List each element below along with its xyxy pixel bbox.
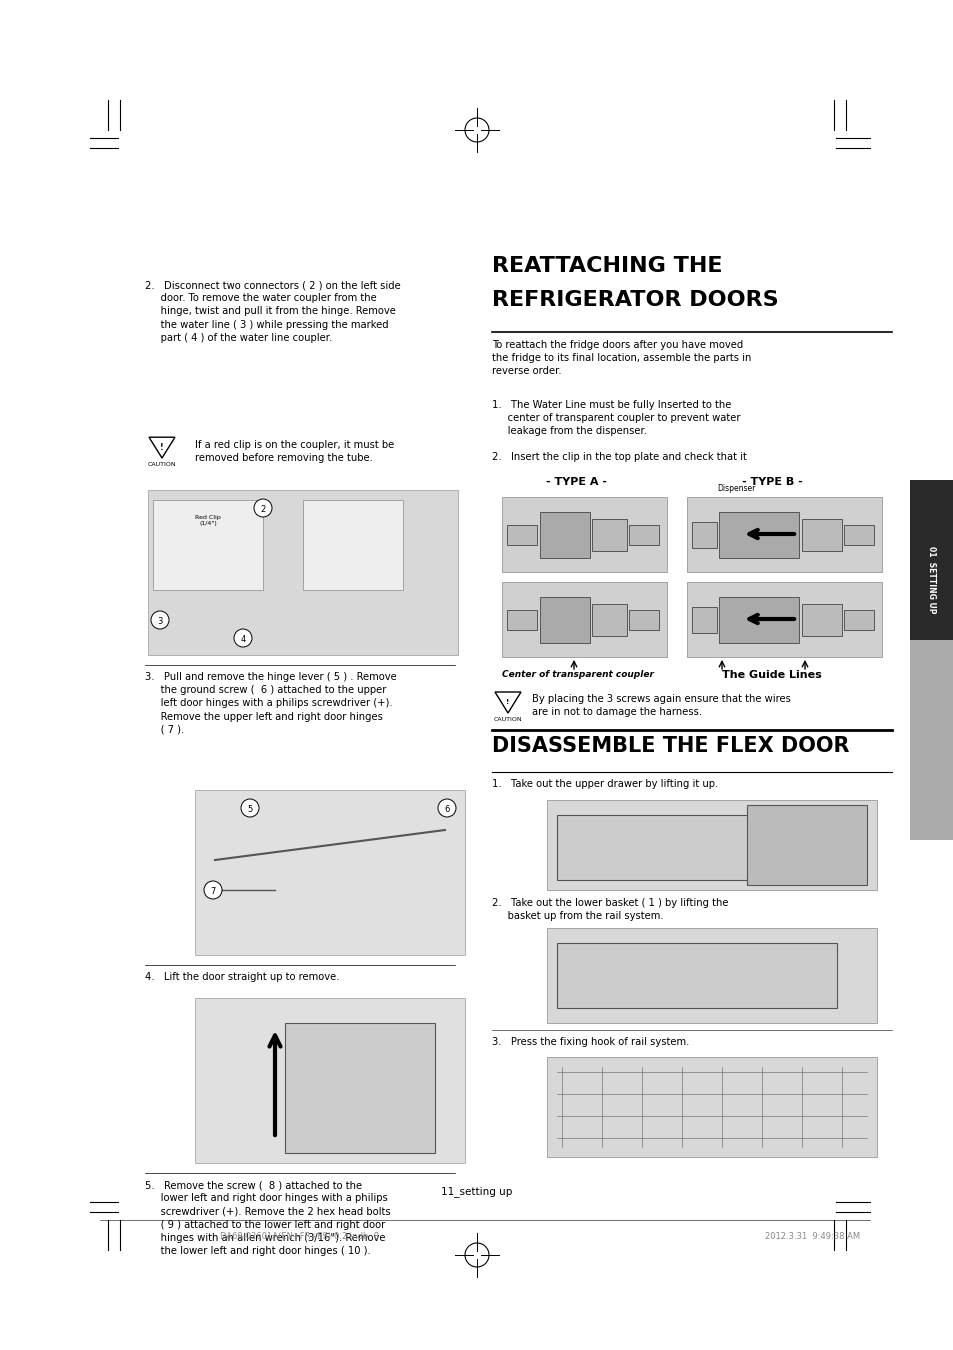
Bar bbox=[909, 640, 953, 840]
Bar bbox=[148, 490, 457, 655]
Text: 6: 6 bbox=[444, 805, 449, 814]
Bar bbox=[719, 512, 799, 558]
Text: 5: 5 bbox=[247, 805, 253, 814]
Text: 5.   Remove the screw (  8 ) attached to the
     lower left and right door hing: 5. Remove the screw ( 8 ) attached to th… bbox=[145, 1180, 390, 1256]
Bar bbox=[557, 944, 836, 1008]
Text: DISASSEMBLE THE FLEX DOOR: DISASSEMBLE THE FLEX DOOR bbox=[492, 736, 848, 756]
Text: !: ! bbox=[160, 443, 164, 451]
Bar bbox=[194, 790, 464, 954]
Text: 2012.3.31  9:49:38 AM: 2012.3.31 9:49:38 AM bbox=[764, 1233, 859, 1241]
Text: 4: 4 bbox=[240, 634, 245, 644]
Bar bbox=[686, 497, 882, 572]
Text: Red Clip
(1/4"): Red Clip (1/4") bbox=[195, 514, 221, 525]
Text: - TYPE B -: - TYPE B - bbox=[740, 477, 801, 487]
Bar bbox=[746, 805, 866, 886]
Text: !: ! bbox=[506, 699, 509, 705]
Circle shape bbox=[233, 629, 252, 647]
Text: Dispenser: Dispenser bbox=[717, 485, 755, 493]
Bar bbox=[506, 525, 537, 545]
Text: Center of transparent coupler: Center of transparent coupler bbox=[501, 670, 654, 679]
Text: The Guide Lines: The Guide Lines bbox=[721, 670, 821, 680]
Bar bbox=[501, 497, 666, 572]
Text: By placing the 3 screws again ensure that the wires
are in not to damage the har: By placing the 3 screws again ensure tha… bbox=[532, 694, 790, 717]
Bar bbox=[506, 610, 537, 630]
Bar bbox=[843, 610, 873, 630]
Bar bbox=[546, 927, 876, 1023]
Text: 3.   Pull and remove the hinge lever ( 5 ) . Remove
     the ground screw (  6 ): 3. Pull and remove the hinge lever ( 5 )… bbox=[145, 672, 396, 734]
Bar bbox=[194, 998, 464, 1162]
Bar bbox=[843, 525, 873, 545]
Bar bbox=[303, 500, 402, 590]
Text: 1.   The Water Line must be fully Inserted to the
     center of transparent cou: 1. The Water Line must be fully Inserted… bbox=[492, 400, 740, 436]
Circle shape bbox=[151, 612, 169, 629]
Text: REFRIGERATOR DOORS: REFRIGERATOR DOORS bbox=[492, 290, 778, 310]
Text: REATTACHING THE: REATTACHING THE bbox=[492, 256, 721, 275]
Bar bbox=[152, 500, 263, 590]
Text: 2.   Insert the clip in the top plate and check that it: 2. Insert the clip in the top plate and … bbox=[492, 452, 746, 462]
Bar bbox=[691, 608, 717, 633]
Bar bbox=[628, 610, 659, 630]
Circle shape bbox=[241, 799, 258, 817]
Circle shape bbox=[437, 799, 456, 817]
Text: CAUTION: CAUTION bbox=[148, 462, 176, 467]
Text: 01  SETTING UP: 01 SETTING UP bbox=[926, 547, 936, 614]
Circle shape bbox=[204, 882, 222, 899]
Bar bbox=[539, 597, 589, 643]
Bar bbox=[285, 1023, 435, 1153]
Circle shape bbox=[253, 500, 272, 517]
Bar bbox=[592, 518, 626, 551]
Text: 3.   Press the fixing hook of rail system.: 3. Press the fixing hook of rail system. bbox=[492, 1037, 689, 1048]
Text: 1.   Take out the upper drawer by lifting it up.: 1. Take out the upper drawer by lifting … bbox=[492, 779, 718, 788]
Text: If a red clip is on the coupler, it must be
removed before removing the tube.: If a red clip is on the coupler, it must… bbox=[194, 440, 394, 463]
Bar bbox=[686, 582, 882, 657]
Text: 7: 7 bbox=[210, 887, 215, 895]
Bar bbox=[546, 801, 876, 890]
Bar bbox=[628, 525, 659, 545]
Text: 2.   Disconnect two connectors ( 2 ) on the left side
     door. To remove the w: 2. Disconnect two connectors ( 2 ) on th… bbox=[145, 279, 400, 343]
Text: DA68-02601A(EN+FR+ES)-0.2.indb  8: DA68-02601A(EN+FR+ES)-0.2.indb 8 bbox=[220, 1233, 378, 1241]
Text: 11_setting up: 11_setting up bbox=[441, 1187, 512, 1197]
Bar bbox=[801, 518, 841, 551]
Bar bbox=[501, 582, 666, 657]
Text: 4.   Lift the door straight up to remove.: 4. Lift the door straight up to remove. bbox=[145, 972, 339, 981]
Bar bbox=[691, 522, 717, 548]
Text: CAUTION: CAUTION bbox=[493, 717, 521, 722]
Text: - TYPE A -: - TYPE A - bbox=[546, 477, 607, 487]
Bar bbox=[801, 603, 841, 636]
Bar bbox=[592, 603, 626, 636]
Bar bbox=[557, 815, 836, 880]
Text: To reattach the fridge doors after you have moved
the fridge to its final locati: To reattach the fridge doors after you h… bbox=[492, 340, 751, 377]
Bar bbox=[539, 512, 589, 558]
Text: 3: 3 bbox=[157, 617, 163, 625]
Bar bbox=[909, 481, 953, 640]
Text: 2: 2 bbox=[260, 505, 265, 513]
Bar bbox=[719, 597, 799, 643]
Bar bbox=[546, 1057, 876, 1157]
Text: 2.   Take out the lower basket ( 1 ) by lifting the
     basket up from the rail: 2. Take out the lower basket ( 1 ) by li… bbox=[492, 898, 728, 921]
